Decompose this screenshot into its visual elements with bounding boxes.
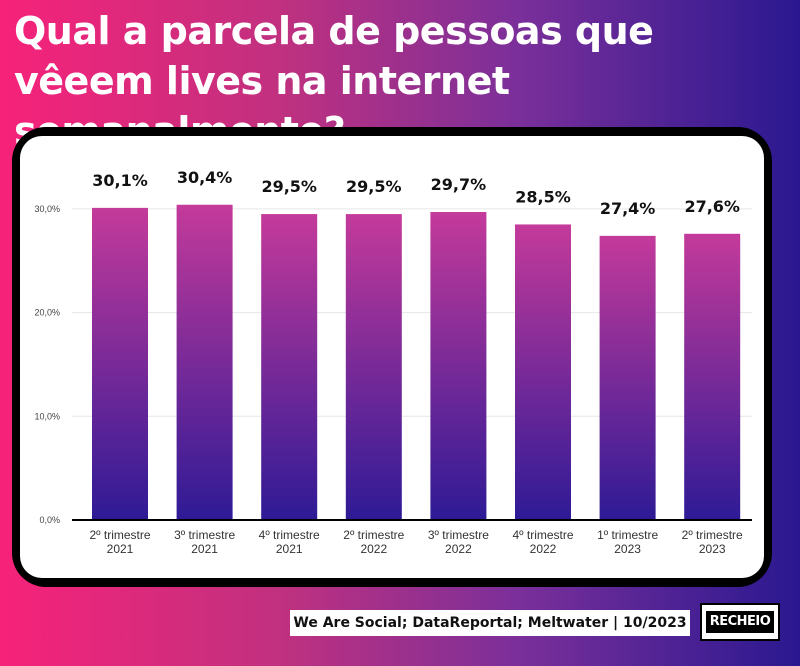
bar-value-label: 28,5% (515, 187, 571, 206)
y-tick-label: 0,0% (39, 515, 60, 525)
bar (345, 214, 402, 520)
x-tick-label: 3º trimestre (428, 528, 489, 542)
bar-value-label: 29,5% (346, 177, 402, 196)
x-tick-label-year: 2023 (699, 542, 726, 556)
x-tick-label-year: 2022 (530, 542, 557, 556)
bar (92, 207, 148, 520)
x-tick-label: 1º trimestre (597, 528, 658, 542)
bar-value-label: 30,4% (177, 168, 233, 187)
logo-wordmark: RECHEIO (706, 611, 774, 633)
x-tick-label-year: 2022 (360, 542, 387, 556)
bar (599, 235, 656, 520)
bar (430, 212, 487, 521)
x-tick-label: 3º trimestre (174, 528, 235, 542)
bar (684, 233, 741, 520)
bar-value-label: 27,4% (600, 199, 656, 218)
x-tick-label-year: 2021 (276, 542, 303, 556)
bar (261, 214, 318, 520)
bar-value-label: 29,7% (431, 175, 487, 194)
bar (515, 224, 571, 520)
bar (176, 204, 233, 520)
bar-chart: 0,0%10,0%20,0%30,0%30,1%2º trimestre2021… (34, 168, 752, 556)
y-tick-label: 20,0% (34, 308, 60, 318)
x-tick-label: 4º trimestre (259, 528, 320, 542)
x-tick-label: 2º trimestre (89, 528, 150, 542)
x-tick-label-year: 2021 (107, 542, 134, 556)
bar-value-label: 29,5% (261, 177, 317, 196)
x-tick-label: 4º trimestre (512, 528, 573, 542)
x-tick-label: 2º trimestre (343, 528, 404, 542)
y-tick-label: 30,0% (34, 204, 60, 214)
x-tick-label-year: 2022 (445, 542, 472, 556)
recheio-logo: RECHEIO (700, 603, 780, 641)
chart-card: 0,0% 10,0% 20,0% 30,0% 30,1% 2º trimestre 2021… (20, 136, 764, 578)
x-tick-label-year: 2021 (191, 542, 218, 556)
source-credit: We Are Social; DataReportal; Meltwater |… (290, 610, 690, 636)
bar-value-label: 27,6% (684, 197, 740, 216)
x-tick-label-year: 2023 (614, 542, 641, 556)
bar-value-label: 30,1% (92, 171, 148, 190)
y-tick-label: 10,0% (34, 411, 60, 421)
x-tick-label: 2º trimestre (682, 528, 743, 542)
